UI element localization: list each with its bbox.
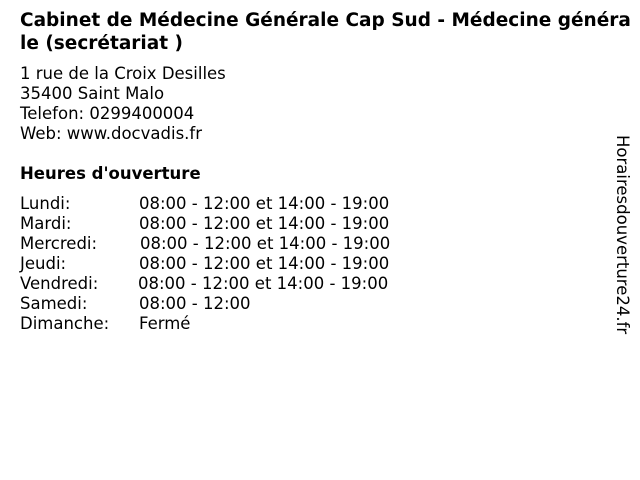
day-hours: 08:00 - 12:00 et 14:00 - 19:00 (139, 254, 390, 273)
day-hours: 08:00 - 12:00 et 14:00 - 19:00 (139, 194, 390, 213)
day-hours: 08:00 - 12:00 et 14:00 - 19:00 (139, 214, 390, 233)
hours-row-dimanche: Dimanche: Fermé (20, 314, 390, 334)
hours-row-samedi: Samedi: 08:00 - 12:00 (20, 294, 390, 314)
phone-number: Telefon: 0299400004 (20, 104, 195, 123)
hours-row-lundi: Lundi: 08:00 - 12:00 et 14:00 - 19:00 (20, 194, 390, 214)
day-hours: 08:00 - 12:00 et 14:00 - 19:00 (138, 274, 389, 293)
day-hours: Fermé (139, 314, 191, 333)
watermark: Horairesdouverture24.fr (613, 135, 632, 335)
hours-heading: Heures d'ouverture (20, 164, 201, 183)
page-title: Cabinet de Médecine Générale Cap Sud - M… (20, 10, 631, 54)
day-label: Mardi: (20, 214, 72, 233)
street-address: 1 rue de la Croix Desilles (20, 64, 226, 83)
hours-row-mercredi: Mercredi: 08:00 - 12:00 et 14:00 - 19:00 (20, 234, 390, 254)
hours-row-jeudi: Jeudi: 08:00 - 12:00 et 14:00 - 19:00 (20, 254, 390, 274)
hours-row-vendredi: Vendredi: 08:00 - 12:00 et 14:00 - 19:00 (20, 274, 390, 294)
day-label: Lundi: (20, 194, 71, 213)
day-hours: 08:00 - 12:00 (139, 294, 251, 313)
day-hours: 08:00 - 12:00 et 14:00 - 19:00 (140, 234, 391, 253)
day-label: Dimanche: (20, 314, 110, 333)
day-label: Mercredi: (20, 234, 98, 253)
hours-table: Lundi: 08:00 - 12:00 et 14:00 - 19:00 Mar… (20, 194, 390, 334)
website: Web: www.docvadis.fr (20, 124, 202, 143)
day-label: Samedi: (20, 294, 88, 313)
address-block: 1 rue de la Croix Desilles 35400 Saint M… (20, 64, 226, 144)
city-address: 35400 Saint Malo (20, 84, 165, 103)
day-label: Vendredi: (20, 274, 99, 293)
day-label: Jeudi: (20, 254, 67, 273)
hours-row-mardi: Mardi: 08:00 - 12:00 et 14:00 - 19:00 (20, 214, 390, 234)
